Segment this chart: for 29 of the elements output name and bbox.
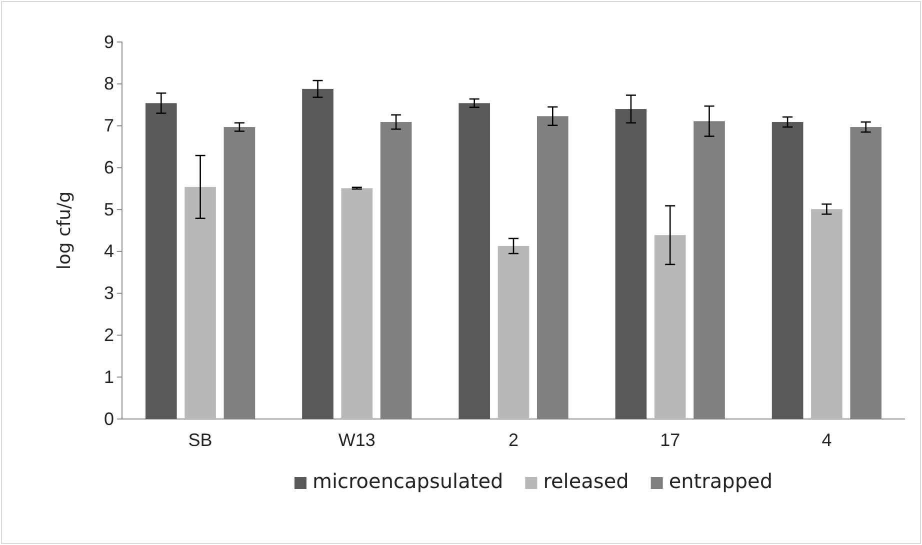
- x-tick-label: W13: [338, 430, 376, 450]
- y-tick-label: 6: [104, 157, 114, 178]
- y-tick-label: 3: [104, 283, 114, 304]
- legend-label: released: [543, 469, 629, 493]
- y-axis-title: log cfu/g: [54, 191, 75, 270]
- bar: [458, 103, 490, 419]
- bar: [341, 188, 373, 419]
- y-tick-label: 8: [104, 74, 114, 94]
- bar: [498, 246, 530, 419]
- y-tick-label: 4: [104, 241, 114, 262]
- bar: [772, 122, 804, 419]
- bar: [184, 186, 216, 419]
- bar: [615, 109, 647, 419]
- legend-label: microencapsulated: [312, 469, 504, 493]
- y-tick-label: 7: [104, 116, 114, 136]
- bar: [145, 103, 177, 419]
- y-tick-label: 5: [104, 199, 114, 220]
- bar: [302, 88, 334, 419]
- x-tick-label: 4: [822, 430, 832, 450]
- y-tick-label: 0: [104, 408, 114, 429]
- x-tick-label: 17: [660, 430, 680, 450]
- x-tick-label: 2: [508, 430, 519, 450]
- y-tick-label: 1: [104, 366, 114, 387]
- y-tick-label: 9: [104, 32, 114, 52]
- bar: [811, 209, 842, 419]
- x-tick-label: SB: [188, 430, 212, 450]
- y-tick-label: 2: [104, 324, 114, 345]
- bar: [654, 235, 686, 419]
- legend-label: entrapped: [668, 469, 773, 493]
